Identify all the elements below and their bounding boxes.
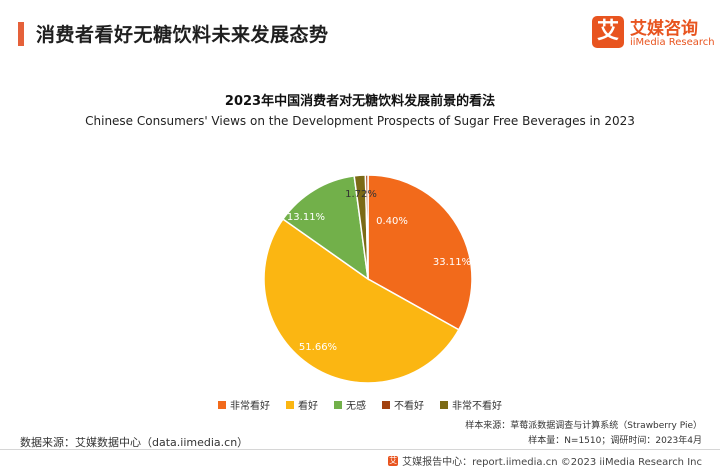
footer-text: 艾媒报告中心：report.iimedia.cn ©2023 iiMedia R… bbox=[402, 457, 702, 468]
legend-label-4: 非常不看好 bbox=[452, 401, 502, 412]
legend-item-1: 看好 bbox=[286, 397, 318, 412]
slice-label-3: 0.40% bbox=[376, 216, 408, 227]
pie-slice-0 bbox=[367, 174, 473, 331]
slice-label-2: 13.11% bbox=[287, 212, 325, 223]
logo-name-en: iiMedia Research bbox=[630, 37, 715, 48]
sample-source: 样本来源：草莓派数据调查与计算系统（Strawberry Pie） bbox=[465, 421, 702, 431]
pie-slice-3 bbox=[364, 174, 369, 280]
footer: 艾 艾媒报告中心：report.iimedia.cn ©2023 iiMedia… bbox=[388, 453, 702, 468]
slice-label-1: 51.66% bbox=[299, 342, 337, 353]
legend-item-2: 无感 bbox=[334, 397, 366, 412]
legend-label-1: 看好 bbox=[298, 401, 318, 412]
slice-label-4: 1.72% bbox=[345, 189, 377, 200]
legend-swatch-4 bbox=[440, 400, 448, 409]
legend-label-2: 无感 bbox=[346, 401, 366, 412]
sample-info: 样本量：N=1510；调研时间：2023年4月 bbox=[528, 436, 702, 446]
logo-mark-icon: 艾 bbox=[592, 16, 624, 48]
chart-legend: 非常看好 看好 无感 不看好 非常不看好 bbox=[0, 397, 720, 412]
footer-divider bbox=[0, 449, 720, 450]
logo-name-cn: 艾媒咨询 bbox=[630, 19, 698, 39]
chart-subtitle: Chinese Consumers' Views on the Developm… bbox=[85, 114, 635, 128]
page-title: 消费者看好无糖饮料未来发展态势 bbox=[36, 24, 329, 46]
pie-slice-2 bbox=[281, 175, 369, 281]
legend-swatch-2 bbox=[334, 400, 342, 409]
legend-item-3: 不看好 bbox=[382, 397, 424, 412]
chart-title: 2023年中国消费者对无糖饮料发展前景的看法 bbox=[224, 94, 496, 109]
legend-swatch-3 bbox=[382, 400, 390, 409]
legend-label-3: 不看好 bbox=[394, 401, 424, 412]
iimedia-logo: 艾 艾媒咨询 iiMedia Research bbox=[592, 14, 715, 54]
title-accent-bar bbox=[18, 22, 24, 46]
pie-slice-1 bbox=[263, 218, 460, 384]
data-source: 数据来源：艾媒数据中心（data.iimedia.cn） bbox=[20, 436, 249, 449]
legend-item-0: 非常看好 bbox=[218, 397, 270, 412]
legend-item-4: 非常不看好 bbox=[440, 397, 502, 412]
slice-label-0: 33.11% bbox=[433, 257, 471, 268]
legend-swatch-0 bbox=[218, 400, 226, 409]
legend-label-0: 非常看好 bbox=[230, 401, 270, 412]
footer-logo-icon: 艾 bbox=[388, 455, 399, 466]
legend-swatch-1 bbox=[286, 400, 294, 409]
